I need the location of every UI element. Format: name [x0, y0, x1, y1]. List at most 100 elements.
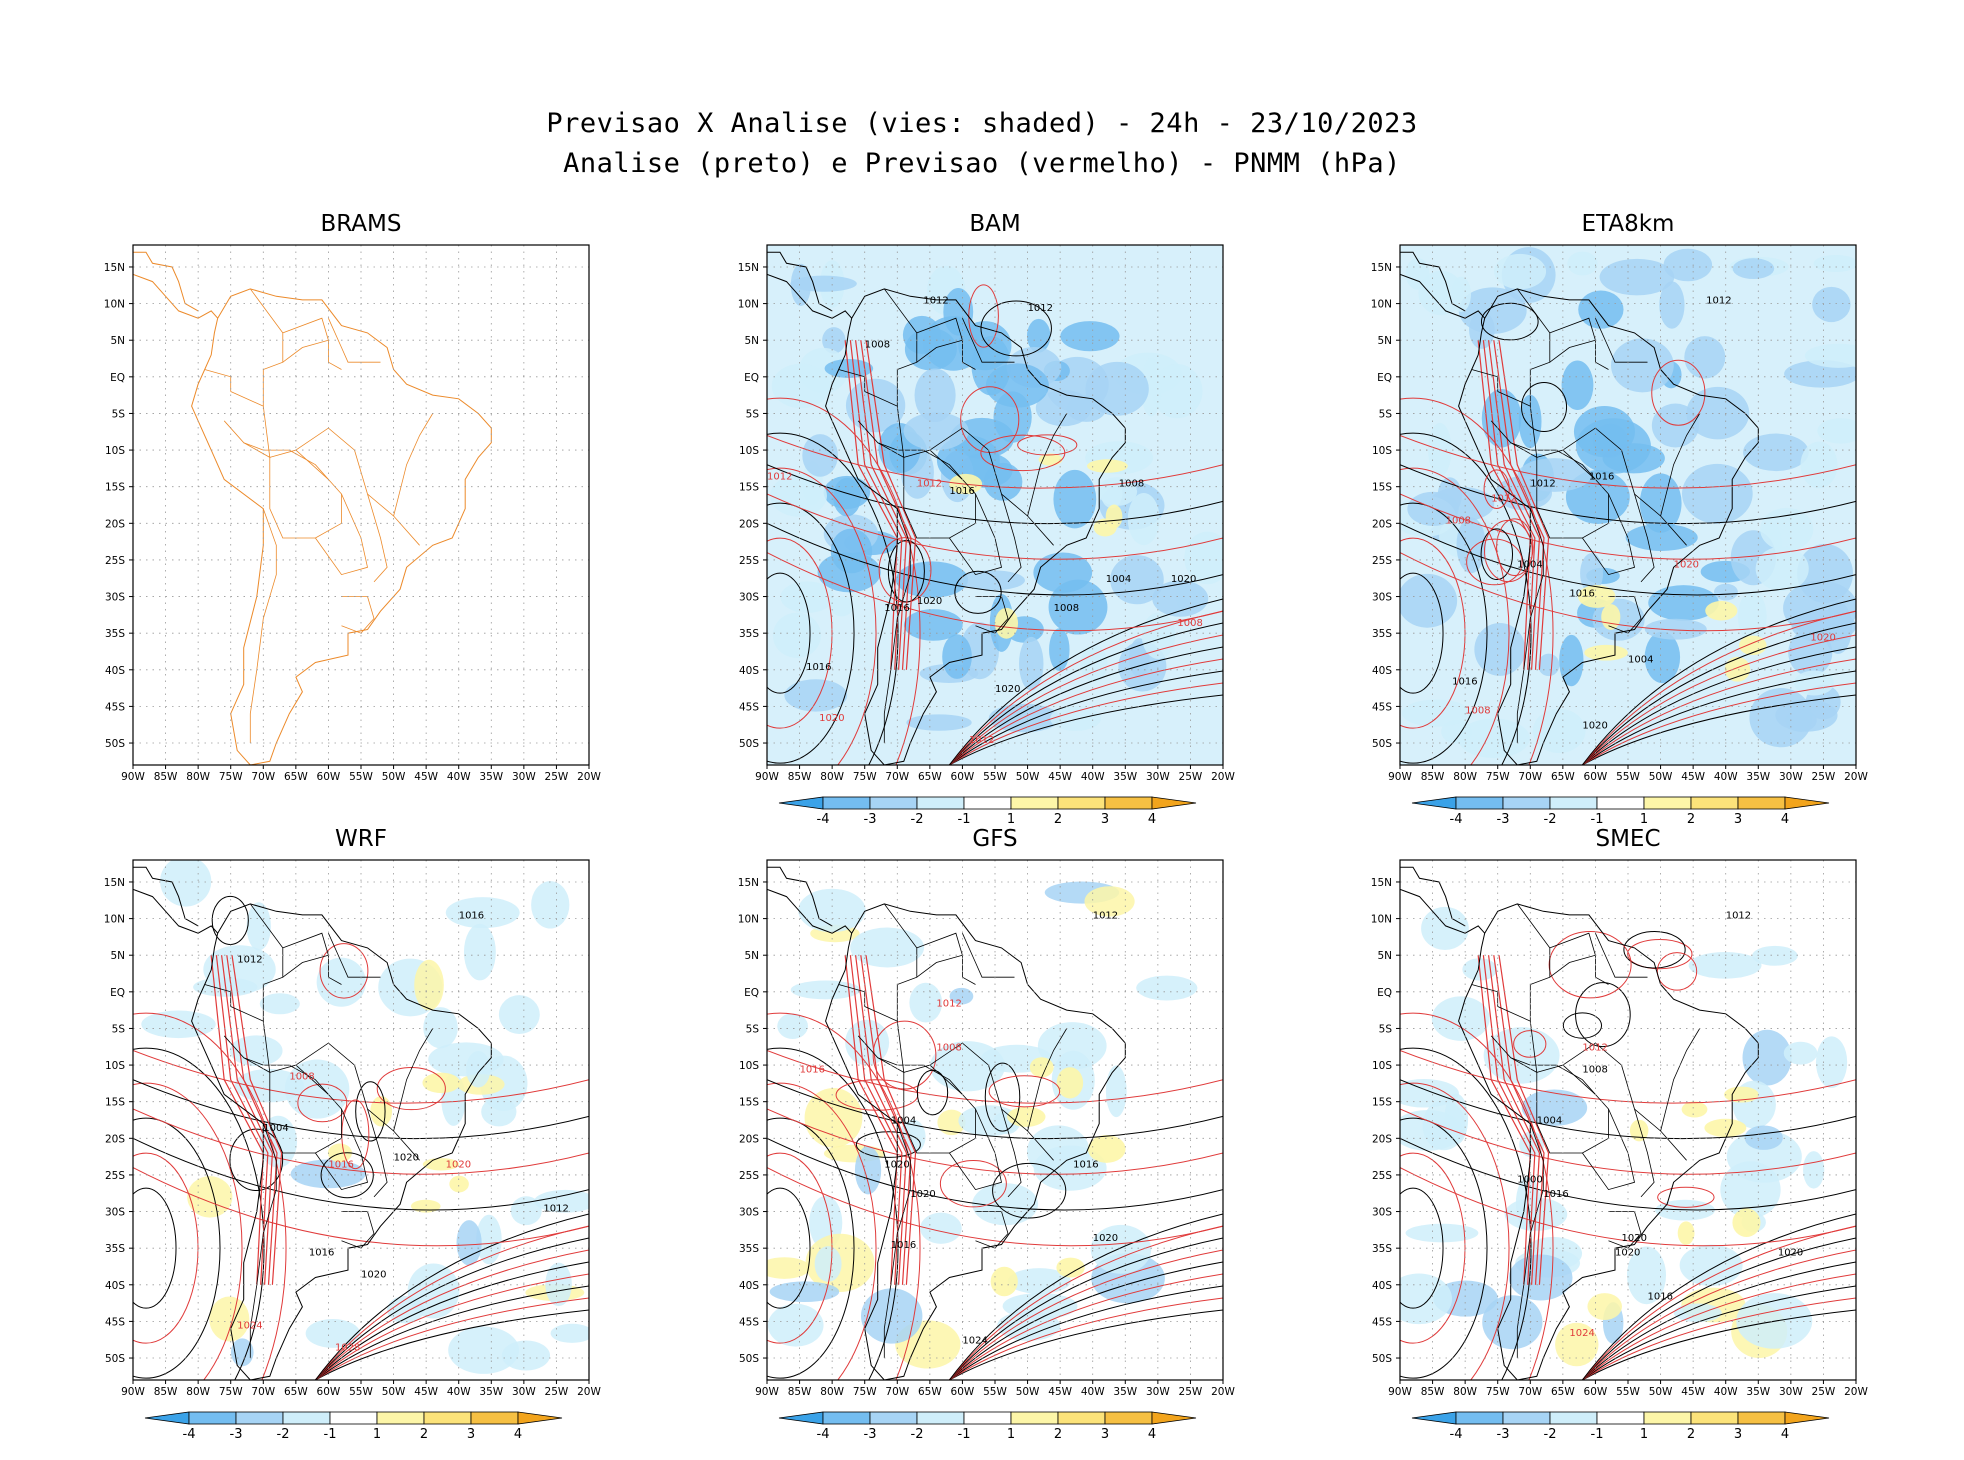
lat-tick-label: 5S: [112, 1023, 126, 1035]
bias-shade-positive: [370, 1096, 393, 1127]
bias-shade: [1815, 1036, 1848, 1089]
contour-label: 1016: [1589, 471, 1614, 482]
lon-tick-label: 55W: [1616, 1386, 1640, 1398]
lat-tick-label: 40S: [1372, 665, 1392, 677]
contour-label: 1012: [237, 955, 262, 966]
lon-tick-label: 20W: [1211, 1386, 1235, 1398]
bias-shade: [476, 1214, 502, 1265]
isobar: [133, 1187, 177, 1309]
country-border: [1490, 391, 1538, 459]
bias-shade: [534, 1189, 589, 1213]
lon-tick-label: 85W: [788, 1386, 812, 1398]
isobar: [988, 1075, 1061, 1108]
bias-shade: [1127, 492, 1160, 546]
bias-shade: [942, 634, 972, 679]
isobar: [949, 1273, 1223, 1380]
contour-label: 1016: [949, 486, 974, 497]
lon-tick-label: 35W: [479, 1386, 503, 1398]
lon-tick-label: 85W: [1421, 771, 1445, 783]
lat-tick-label: 50S: [739, 738, 759, 750]
bias-shade: [772, 612, 822, 658]
country-border: [367, 1108, 388, 1198]
lat-tick-label: 15S: [1372, 1097, 1392, 1109]
isobar: [315, 1225, 589, 1380]
contour-label: 1004: [1628, 654, 1653, 665]
colorbar: -4 -3 -2 -1 1 2 3 4: [778, 796, 1197, 827]
isobar: [1582, 1297, 1856, 1380]
lon-tick-label: 60W: [951, 1386, 975, 1398]
lat-tick-label: 5S: [1379, 1023, 1393, 1035]
bias-shade: [1599, 258, 1675, 296]
isobar: [960, 386, 1020, 453]
bias-shade: [972, 1183, 1039, 1226]
isobar: [1400, 572, 1444, 694]
bias-shade: [1737, 591, 1767, 643]
isobar: [315, 1297, 589, 1380]
lon-tick-label: 65W: [284, 1386, 308, 1398]
lat-tick-label: 50S: [739, 1353, 759, 1365]
lat-tick-label: 30S: [105, 592, 125, 604]
lon-tick-label: 75W: [219, 1386, 243, 1398]
country-border: [1634, 1108, 1655, 1198]
lat-tick-label: 10S: [1372, 1060, 1392, 1072]
colorbar-label: 1: [1640, 1427, 1648, 1442]
bias-shade: [854, 1146, 882, 1195]
lat-tick-label: 35S: [739, 1243, 759, 1255]
country-border: [857, 1006, 905, 1074]
isobar: [133, 1167, 589, 1247]
lon-tick-label: 55W: [983, 1386, 1007, 1398]
panel-title: BRAMS: [320, 211, 401, 237]
isobar: [1400, 1012, 1554, 1380]
isobar: [767, 1012, 921, 1380]
bias-shade: [1482, 1295, 1543, 1350]
lat-tick-label: 10N: [738, 914, 759, 926]
country-border: [204, 369, 232, 392]
lat-tick-label: 40S: [739, 665, 759, 677]
contour-label: 1016: [459, 911, 484, 922]
isobar: [1656, 952, 1698, 991]
isobar: [376, 1067, 446, 1111]
bias-shade: [1713, 583, 1738, 601]
contour-label: 1004: [1537, 1116, 1562, 1127]
isobar: [1400, 552, 1856, 632]
colorbar-label: -4: [183, 1427, 196, 1442]
bias-shade: [387, 1295, 425, 1324]
colorbar-label: 4: [514, 1427, 522, 1442]
isobar: [1400, 493, 1856, 560]
bias-shade: [141, 1010, 216, 1039]
lon-tick-label: 55W: [1616, 771, 1640, 783]
bias-shade: [1140, 357, 1162, 417]
andes-contour: [210, 955, 264, 1285]
bias-shade: [920, 1212, 962, 1244]
isobar: [315, 1285, 589, 1380]
lon-tick-label: 50W: [382, 771, 406, 783]
contour-label: 1024: [962, 1335, 987, 1346]
lon-tick-label: 45W: [1048, 771, 1072, 783]
lon-tick-label: 30W: [1146, 1386, 1170, 1398]
lat-tick-label: 15S: [739, 482, 759, 494]
bias-shade: [1610, 338, 1674, 393]
lat-tick-label: 10S: [739, 445, 759, 457]
bias-shade: [1567, 251, 1598, 276]
colorbar-label: -3: [1497, 812, 1510, 827]
bias-shade: [1053, 469, 1097, 529]
lon-tick-label: 75W: [853, 771, 877, 783]
bias-shade: [1573, 405, 1635, 458]
isobar: [1582, 694, 1856, 765]
contour-label: 1016: [1073, 1160, 1098, 1171]
bias-shade: [1804, 343, 1856, 368]
lon-tick-label: 20W: [577, 1386, 601, 1398]
contour-label: 1020: [1674, 559, 1699, 570]
isobar: [949, 670, 1223, 765]
lon-tick-label: 40W: [447, 1386, 471, 1398]
isobar: [980, 434, 1066, 472]
isobar: [980, 300, 1052, 357]
lon-tick-label: 50W: [1016, 1386, 1040, 1398]
lon-tick-label: 40W: [1081, 1386, 1105, 1398]
lat-tick-label: 45S: [105, 1316, 125, 1328]
isobar: [855, 1131, 921, 1158]
lon-tick-label: 60W: [951, 771, 975, 783]
lon-tick-label: 70W: [1518, 771, 1542, 783]
country-border: [883, 1123, 911, 1358]
isobar: [949, 634, 1223, 765]
